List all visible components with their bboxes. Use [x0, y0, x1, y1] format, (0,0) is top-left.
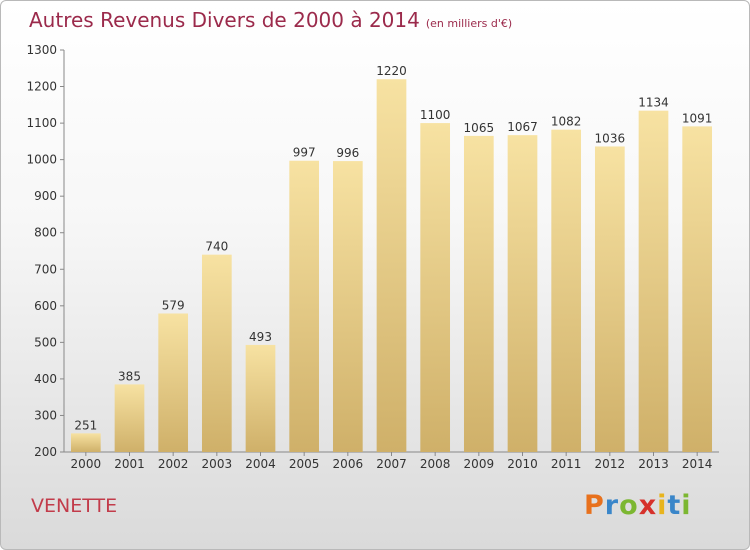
- y-tick-label: 1100: [26, 116, 57, 130]
- bar-2009: [463, 135, 494, 452]
- logo-letter: i: [657, 490, 668, 521]
- y-tick-label: 900: [34, 189, 57, 203]
- bar-value-label: 1091: [682, 111, 713, 125]
- y-tick-label: 1300: [26, 43, 57, 57]
- logo-letter: x: [638, 490, 658, 521]
- x-tick-label: 2013: [638, 457, 669, 471]
- bar-value-label: 1100: [420, 108, 451, 122]
- x-tick-label: 2009: [464, 457, 495, 471]
- chart-labels: 251 2000 385 2001 579 2002 740 2003 493 2004 997 20…: [71, 64, 713, 471]
- bar-value-label: 1067: [507, 120, 538, 134]
- x-tick-label: 2014: [682, 457, 713, 471]
- bar-2012: [594, 146, 625, 453]
- x-tick-label: 2011: [551, 457, 582, 471]
- chart-title-block: Autres Revenus Divers de 2000 à 2014 (en …: [29, 8, 512, 32]
- logo-letter: o: [619, 490, 639, 521]
- bar-value-label: 1065: [464, 121, 495, 135]
- bar-value-label: 1134: [638, 96, 669, 110]
- bar-2000: [70, 433, 101, 452]
- y-tick-label: 700: [34, 262, 57, 276]
- bar-2008: [420, 123, 451, 452]
- bar-2006: [332, 161, 363, 452]
- city-name: VENETTE: [31, 495, 118, 517]
- y-tick-label: 200: [34, 445, 57, 459]
- y-tick-label: 300: [34, 408, 57, 422]
- bar-2013: [638, 110, 669, 452]
- bar-value-label: 1082: [551, 115, 582, 129]
- bar-2005: [289, 160, 320, 452]
- y-tick-label: 1000: [26, 153, 57, 167]
- bar-2004: [245, 344, 276, 452]
- x-tick-label: 2003: [202, 457, 233, 471]
- bar-value-label: 996: [336, 146, 359, 160]
- bar-value-label: 1036: [595, 131, 626, 145]
- bar-2003: [201, 254, 232, 452]
- bar-2011: [551, 129, 582, 452]
- chart-title: Autres Revenus Divers de 2000 à 2014: [29, 8, 420, 32]
- bar-value-label: 579: [162, 298, 185, 312]
- logo-letter: t: [667, 490, 682, 521]
- x-tick-label: 2000: [71, 457, 102, 471]
- x-tick-label: 2002: [158, 457, 189, 471]
- x-tick-label: 2001: [114, 457, 145, 471]
- chart-subtitle: (en milliers d'€): [425, 17, 513, 30]
- logo-letter: r: [604, 490, 620, 521]
- bar-value-label: 740: [205, 240, 228, 254]
- x-tick-label: 2007: [376, 457, 407, 471]
- bar-value-label: 251: [74, 418, 97, 432]
- bar-2014: [682, 126, 713, 452]
- y-tick-label: 800: [34, 226, 57, 240]
- y-tick-label: 600: [34, 299, 57, 313]
- bar-value-label: 997: [293, 146, 316, 160]
- bar-value-label: 1220: [376, 64, 407, 78]
- chart-bars: [70, 79, 713, 453]
- x-tick-label: 2010: [507, 457, 538, 471]
- bar-2001: [114, 384, 145, 452]
- logo-letter: P: [584, 490, 605, 521]
- x-tick-label: 2004: [245, 457, 276, 471]
- x-tick-label: 2006: [333, 457, 364, 471]
- logo-letter: i: [681, 490, 692, 521]
- y-tick-label: 500: [34, 335, 57, 349]
- bar-2010: [507, 135, 538, 452]
- bar-2007: [376, 79, 407, 453]
- proxiti-logo: Proxiti: [584, 490, 692, 521]
- x-tick-label: 2005: [289, 457, 320, 471]
- bar-value-label: 385: [118, 369, 141, 383]
- bar-value-label: 493: [249, 330, 272, 344]
- x-tick-label: 2008: [420, 457, 451, 471]
- chart-axes: 200 300 400 500 600 700 800 900 1000 1100 1200 1300: [26, 43, 719, 459]
- y-tick-label: 400: [34, 372, 57, 386]
- y-tick-label: 1200: [26, 80, 57, 94]
- bar-2002: [158, 313, 189, 452]
- x-tick-label: 2012: [595, 457, 626, 471]
